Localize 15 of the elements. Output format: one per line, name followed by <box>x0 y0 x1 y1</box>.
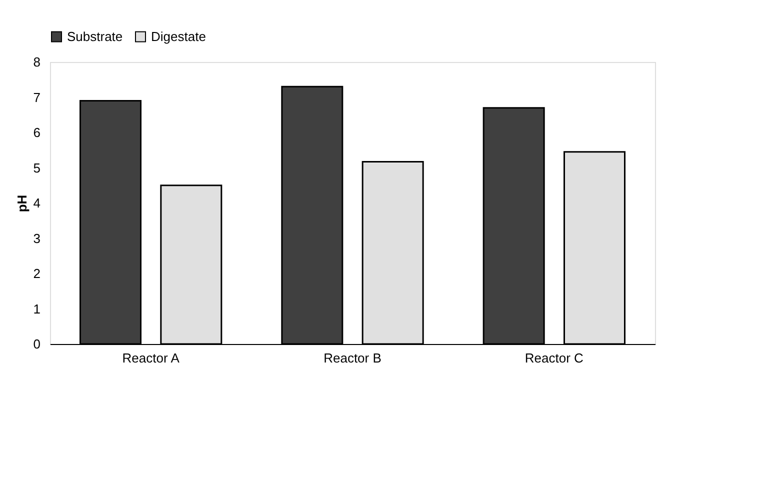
x-tick-label: Reactor C <box>524 350 584 366</box>
legend-label: Digestate <box>151 28 206 44</box>
y-tick-label: 4 <box>33 196 40 210</box>
y-tick-label: 6 <box>33 125 40 140</box>
y-tick-label: 5 <box>33 160 40 176</box>
y-tick-label: 2 <box>33 266 40 281</box>
x-tick-label: Reactor A <box>122 350 180 366</box>
x-tick-label: Reactor B <box>324 350 382 366</box>
legend-label: Substrate <box>67 28 123 44</box>
y-tick-label: 1 <box>33 301 40 316</box>
y-axis-title: pH <box>14 194 30 212</box>
y-tick-label: 0 <box>33 336 40 352</box>
y-tick-label: 3 <box>33 230 40 246</box>
y-tick-label: 7 <box>33 90 40 105</box>
y-tick-label: 8 <box>33 54 40 70</box>
